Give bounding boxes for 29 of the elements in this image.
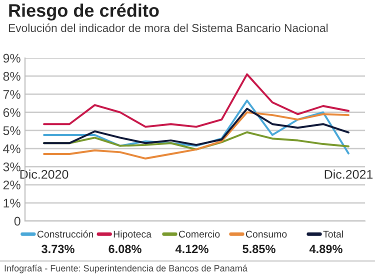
legend-label: Comercio	[178, 230, 220, 238]
x-tick-label: Dic.2021	[324, 170, 373, 179]
text: Infografía - Fuente: Superintendencia de Bancos de Panamá	[4, 264, 248, 274]
y-tick-label: 7%	[3, 90, 20, 99]
y-tick-label: 5%	[3, 126, 20, 136]
y-tick-label: 6%	[3, 108, 20, 117]
chart-subtitle: Evolución del indicador de mora del Sistema Bancario Nacional	[8, 24, 328, 32]
line-series	[43, 100, 350, 154]
chart-title: Riesgo de crédito	[9, 3, 159, 21]
legend-label: Construcción	[37, 230, 94, 238]
text: 6.08%	[108, 244, 142, 254]
line-series	[43, 73, 350, 128]
text: 4.89%	[309, 244, 342, 254]
line-series	[43, 111, 350, 160]
text: 5.85%	[242, 244, 276, 254]
legend-label: Hipoteca	[114, 230, 152, 240]
y-tick-label: 0	[14, 216, 20, 226]
legend-label: Total	[323, 230, 343, 238]
x-tick-label: Dic.2020	[20, 170, 68, 179]
y-tick-label: 3%	[3, 162, 20, 172]
line-series	[43, 108, 350, 146]
text: 3.73%	[42, 244, 74, 254]
y-tick-label: 4%	[3, 144, 20, 154]
legend-label: Consumo	[246, 230, 287, 238]
y-tick-label: 2%	[3, 180, 20, 190]
text: 4.12%	[175, 244, 208, 254]
y-tick-label: 9%	[3, 54, 20, 63]
y-tick-label: 1%	[4, 198, 20, 208]
y-tick-label: 8%	[3, 72, 20, 81]
